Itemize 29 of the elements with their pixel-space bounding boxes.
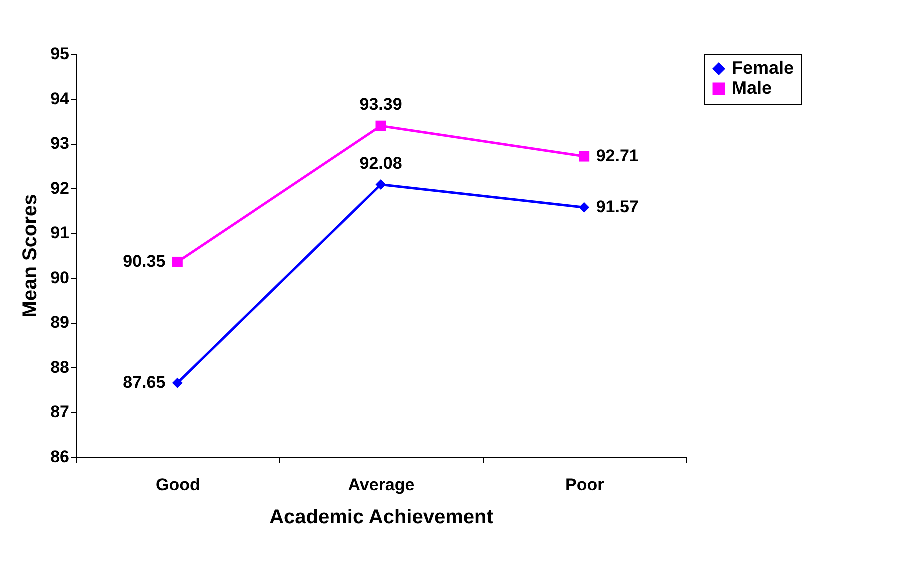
point xyxy=(376,180,386,190)
x-tick-label: Good xyxy=(156,476,200,494)
point xyxy=(579,202,590,213)
x-tick-label: Average xyxy=(348,476,415,494)
data-label: 93.39 xyxy=(360,95,402,114)
x-tick-label: Poor xyxy=(565,476,605,494)
data-label: 87.65 xyxy=(123,373,166,392)
y-tick-label: 90 xyxy=(50,268,70,288)
x-axis-title: Academic Achievement xyxy=(270,506,494,528)
y-tick-label: 87 xyxy=(50,402,70,422)
data-label: 92.08 xyxy=(360,154,402,173)
y-tick-label: 91 xyxy=(50,224,70,243)
point xyxy=(376,120,386,132)
data-label: 92.71 xyxy=(596,146,639,166)
y-tick-label: 88 xyxy=(50,358,70,377)
data-label: 91.57 xyxy=(596,198,639,217)
y-tick-label: 93 xyxy=(50,134,70,154)
legend-label: Female xyxy=(732,58,794,78)
y-tick-label: 86 xyxy=(50,448,70,466)
point xyxy=(172,256,183,268)
legend-label: Male xyxy=(732,78,772,98)
y-tick-label: 92 xyxy=(50,178,70,198)
point xyxy=(579,151,590,162)
y-axis-title: Mean Scores xyxy=(20,194,42,318)
data-label: 90.35 xyxy=(123,252,166,272)
point xyxy=(172,378,183,388)
y-tick-label: 94 xyxy=(50,89,70,108)
y-tick-label: 89 xyxy=(50,313,70,332)
y-tick-label: 95 xyxy=(50,44,70,64)
